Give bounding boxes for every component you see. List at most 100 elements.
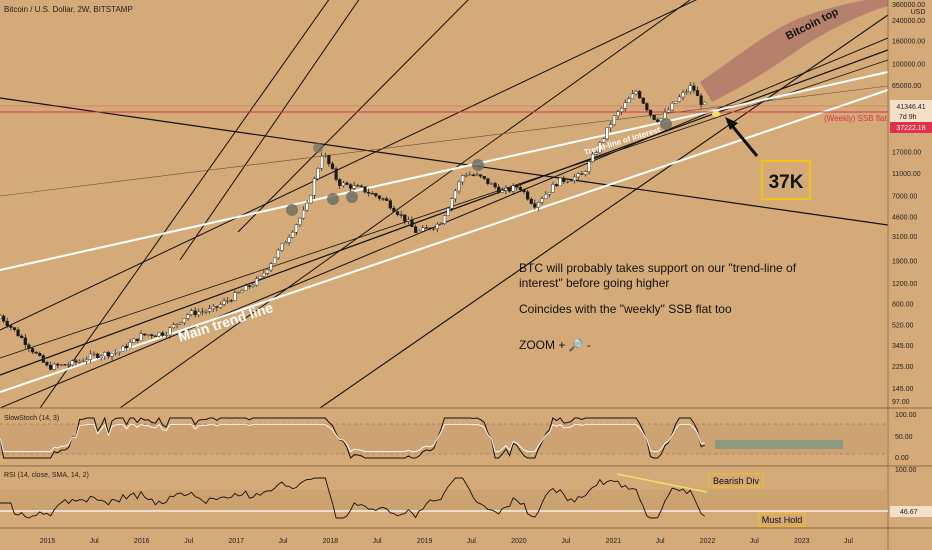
price-tick-label: 345.00 [892, 343, 914, 350]
bearish-div-label: Bearish Div [713, 476, 760, 486]
rsi-tick-100: 100.00 [895, 467, 917, 474]
time-tick-label: Jul [90, 538, 99, 545]
pivot-circle [346, 191, 358, 203]
time-tick-label: Jul [184, 538, 193, 545]
candle-up [616, 111, 620, 117]
candle-down [38, 353, 42, 356]
candle-up [200, 311, 204, 313]
candle-up [352, 185, 356, 189]
candle-down [161, 332, 165, 336]
candle-up [489, 183, 494, 185]
candle-down [699, 95, 703, 105]
candle-up [670, 103, 674, 111]
arrow-head [725, 117, 738, 130]
axis-unit: USD [911, 9, 926, 16]
current-price: 41346.41 [896, 104, 925, 111]
candle-down [327, 155, 331, 164]
candle-up [591, 154, 595, 162]
time-tick-label: 2022 [700, 538, 716, 545]
stoch-d-line [0, 423, 705, 453]
candle-up [273, 257, 277, 264]
candle-up [460, 175, 465, 183]
candle-up [251, 284, 255, 287]
time-tick-label: Jul [750, 538, 759, 545]
candle-down [41, 355, 45, 363]
candle-down [580, 173, 584, 175]
candle-down [348, 184, 353, 189]
candle-down [388, 200, 392, 209]
time-tick-label: 2018 [323, 538, 339, 545]
fan-line [179, 0, 360, 261]
candle-down [48, 364, 53, 370]
candle-up [233, 292, 237, 301]
time-axis: 2015 Jul 2016 Jul 2017 Jul 2018 Jul 2019 Jul 2020 J… [40, 538, 854, 545]
candle-down [479, 174, 483, 177]
candle-up [573, 176, 577, 181]
candle-down [533, 203, 537, 208]
time-tick-label: 2023 [794, 538, 810, 545]
candle-up [565, 181, 569, 183]
zoom-label[interactable]: ZOOM + 🔎 - [519, 337, 591, 352]
countdown: 7d 9h [899, 114, 917, 121]
ascending-black-line [0, 0, 697, 331]
candle-down [370, 193, 374, 195]
white-trend-line [0, 71, 888, 271]
candle-up [612, 115, 616, 125]
price-tick-label: 240000.00 [892, 18, 925, 25]
chart-title: Bitcoin / U.S. Dollar, 2W, BITSTAMP [4, 5, 133, 14]
candle-down [695, 90, 700, 96]
fan-line [39, 0, 330, 408]
candle-down [497, 186, 501, 193]
candle-up [179, 322, 183, 325]
candle-down [45, 362, 49, 366]
target-box [761, 160, 811, 200]
candle-down [95, 353, 100, 358]
candle-up [99, 355, 103, 358]
price-tick-label: 360000.00 [892, 2, 925, 9]
candle-up [218, 304, 223, 308]
time-tick-label: Jul [844, 538, 853, 545]
candle-down [377, 195, 382, 199]
candle-up [240, 290, 244, 293]
ssb-flat-label: (Weekly) SSB flat [824, 114, 887, 123]
price-tick-label: 11000.00 [892, 171, 921, 178]
candle-up [435, 224, 439, 229]
price-tick-label: 3100.00 [892, 234, 917, 241]
price-tick-label: 1900.00 [892, 258, 917, 265]
candle-up [601, 138, 606, 143]
time-tick-label: Jul [373, 538, 382, 545]
candle-down [482, 176, 486, 179]
fan-line [0, 59, 888, 359]
candle-up [157, 332, 161, 337]
time-tick-label: Jul [561, 538, 570, 545]
candle-down [641, 97, 645, 104]
candle-up [291, 231, 295, 238]
candle-down [23, 337, 27, 345]
candle-down [12, 327, 17, 330]
candle-down [150, 334, 154, 337]
candle-down [638, 91, 642, 99]
pivot-circle [313, 143, 323, 153]
candle-up [59, 364, 64, 366]
candle-up [294, 224, 298, 233]
stoch-title: SlowStoch (14, 3) [4, 415, 59, 422]
candle-up [677, 96, 682, 102]
candle-down [34, 351, 38, 354]
stoch-band [0, 424, 888, 454]
stoch-k-line [0, 416, 705, 459]
candle-down [356, 185, 360, 187]
candle-down [486, 178, 490, 184]
candle-up [52, 363, 56, 370]
rsi-title: RSI (14, close, SMA, 14, 2) [4, 472, 89, 479]
candle-up [197, 311, 201, 316]
candle-up [674, 101, 678, 104]
candle-down [359, 185, 363, 187]
candle-down [656, 119, 660, 122]
candle-up [620, 108, 624, 113]
candle-up [85, 359, 89, 362]
candle-up [623, 102, 627, 109]
candle-up [453, 190, 457, 199]
price-tick-label: 65000.00 [892, 83, 921, 90]
candle-up [475, 174, 479, 176]
